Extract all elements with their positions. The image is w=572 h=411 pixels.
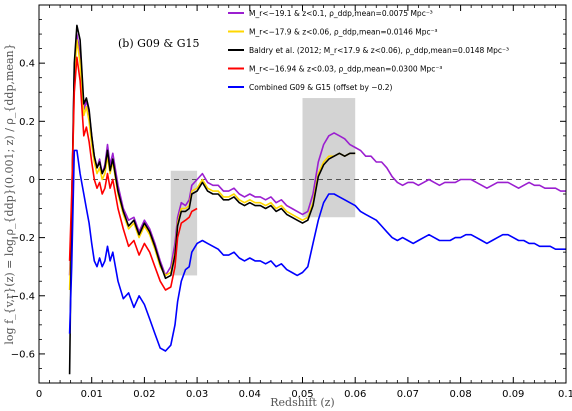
x-tick-label: 0.01 bbox=[81, 389, 103, 400]
y-tick-label: −0.2 bbox=[11, 233, 35, 244]
legend-entry-3: Baldry et al. (2012; M_r<17.9 & z<0.06),… bbox=[249, 46, 509, 55]
shaded-region-2 bbox=[302, 98, 356, 218]
series-line-4 bbox=[68, 56, 198, 291]
y-tick-label: 0 bbox=[29, 175, 35, 186]
x-axis-ticks: 0 0.01 0.02 0.03 0.04 0.05 0.06 0.07 0.08 0.09 0.1 bbox=[36, 5, 572, 400]
x-tick-label: 0.07 bbox=[397, 389, 419, 400]
y-tick-label: −0.4 bbox=[11, 291, 35, 302]
y-axis-ticks: −0.6 −0.4 −0.2 0 0.2 0.4 bbox=[11, 19, 566, 369]
x-tick-label: 0.05 bbox=[291, 389, 313, 400]
legend-entry-4: M_r<−16.94 & z<0.03, ρ_ddp,mean=0.0300 M… bbox=[249, 65, 442, 74]
x-tick-label: 0.09 bbox=[502, 389, 524, 400]
panel-label: (b) G09 & G15 bbox=[118, 37, 199, 50]
x-tick-label: 0.1 bbox=[558, 389, 572, 400]
x-tick-label: 0.08 bbox=[449, 389, 471, 400]
series-lines bbox=[68, 24, 566, 375]
x-tick-label: 0.04 bbox=[239, 389, 261, 400]
x-tick-label: 0.03 bbox=[186, 389, 208, 400]
y-axis-title: log f_{v,r}(z) = log ρ_{ddp}(0.001; z) /… bbox=[3, 43, 16, 344]
legend-entry-5: Combined G09 & G15 (offset by −0.2) bbox=[249, 83, 393, 92]
y-tick-label: −0.6 bbox=[11, 349, 35, 360]
legend-entry-1: M_r<−19.1 & z<0.1, ρ_ddp,mean=0.0075 Mpc… bbox=[249, 9, 433, 18]
x-tick-label: 0.06 bbox=[344, 389, 366, 400]
x-axis-title: Redshift (z) bbox=[270, 396, 334, 409]
series-line-1 bbox=[68, 33, 566, 277]
x-tick-label: 0 bbox=[36, 389, 42, 400]
x-tick-label: 0.02 bbox=[133, 389, 155, 400]
y-tick-label: 0.2 bbox=[19, 117, 35, 128]
series-line-5 bbox=[68, 149, 566, 352]
y-tick-label: 0.4 bbox=[19, 59, 35, 70]
legend: M_r<−19.1 & z<0.1, ρ_ddp,mean=0.0075 Mpc… bbox=[228, 9, 509, 92]
series-line-3 bbox=[68, 24, 356, 375]
legend-entry-2: M_r<−17.9 & z<0.06, ρ_ddp,mean=0.0146 Mp… bbox=[249, 28, 438, 37]
